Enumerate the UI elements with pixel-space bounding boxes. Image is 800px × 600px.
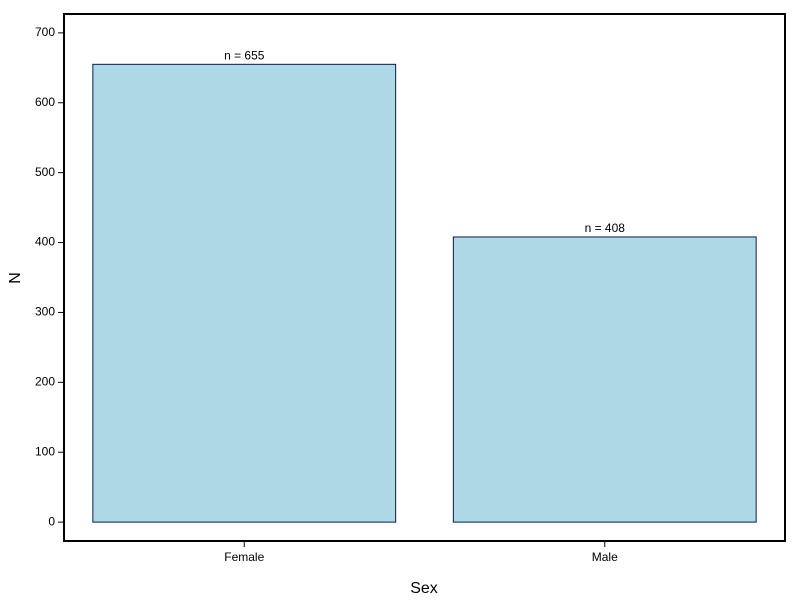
y-tick-label: 200 [35,375,55,389]
value-label: n = 408 [585,221,626,235]
y-tick-label: 500 [35,165,55,179]
value-label: n = 655 [224,48,265,62]
x-tick-label: Female [224,550,264,564]
y-tick-label: 600 [35,95,55,109]
bar [92,63,397,523]
y-tick-label: 700 [35,25,55,39]
x-axis-title: Sex [410,580,438,597]
y-tick-label: 0 [48,514,55,528]
x-tick-label: Male [592,550,618,564]
y-tick-label: 100 [35,444,55,458]
y-tick-label: 400 [35,235,55,249]
y-axis-title: N [7,272,24,284]
y-tick-label: 300 [35,305,55,319]
plot-frame [63,13,786,542]
bar [452,236,757,523]
